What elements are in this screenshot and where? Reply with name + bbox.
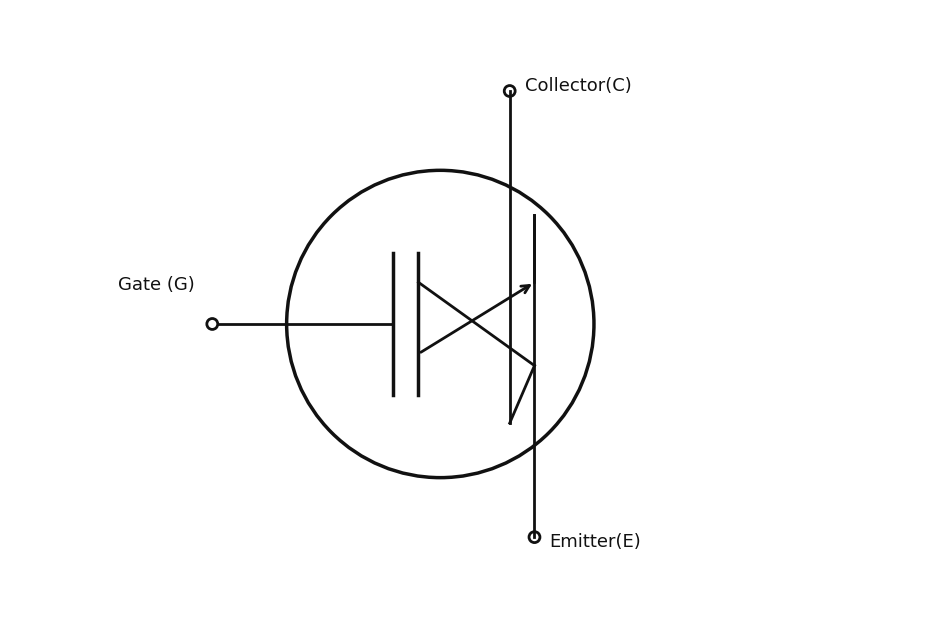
Text: Emitter(E): Emitter(E): [549, 533, 641, 551]
Text: Collector(C): Collector(C): [524, 77, 632, 95]
Text: Gate (G): Gate (G): [118, 276, 195, 294]
